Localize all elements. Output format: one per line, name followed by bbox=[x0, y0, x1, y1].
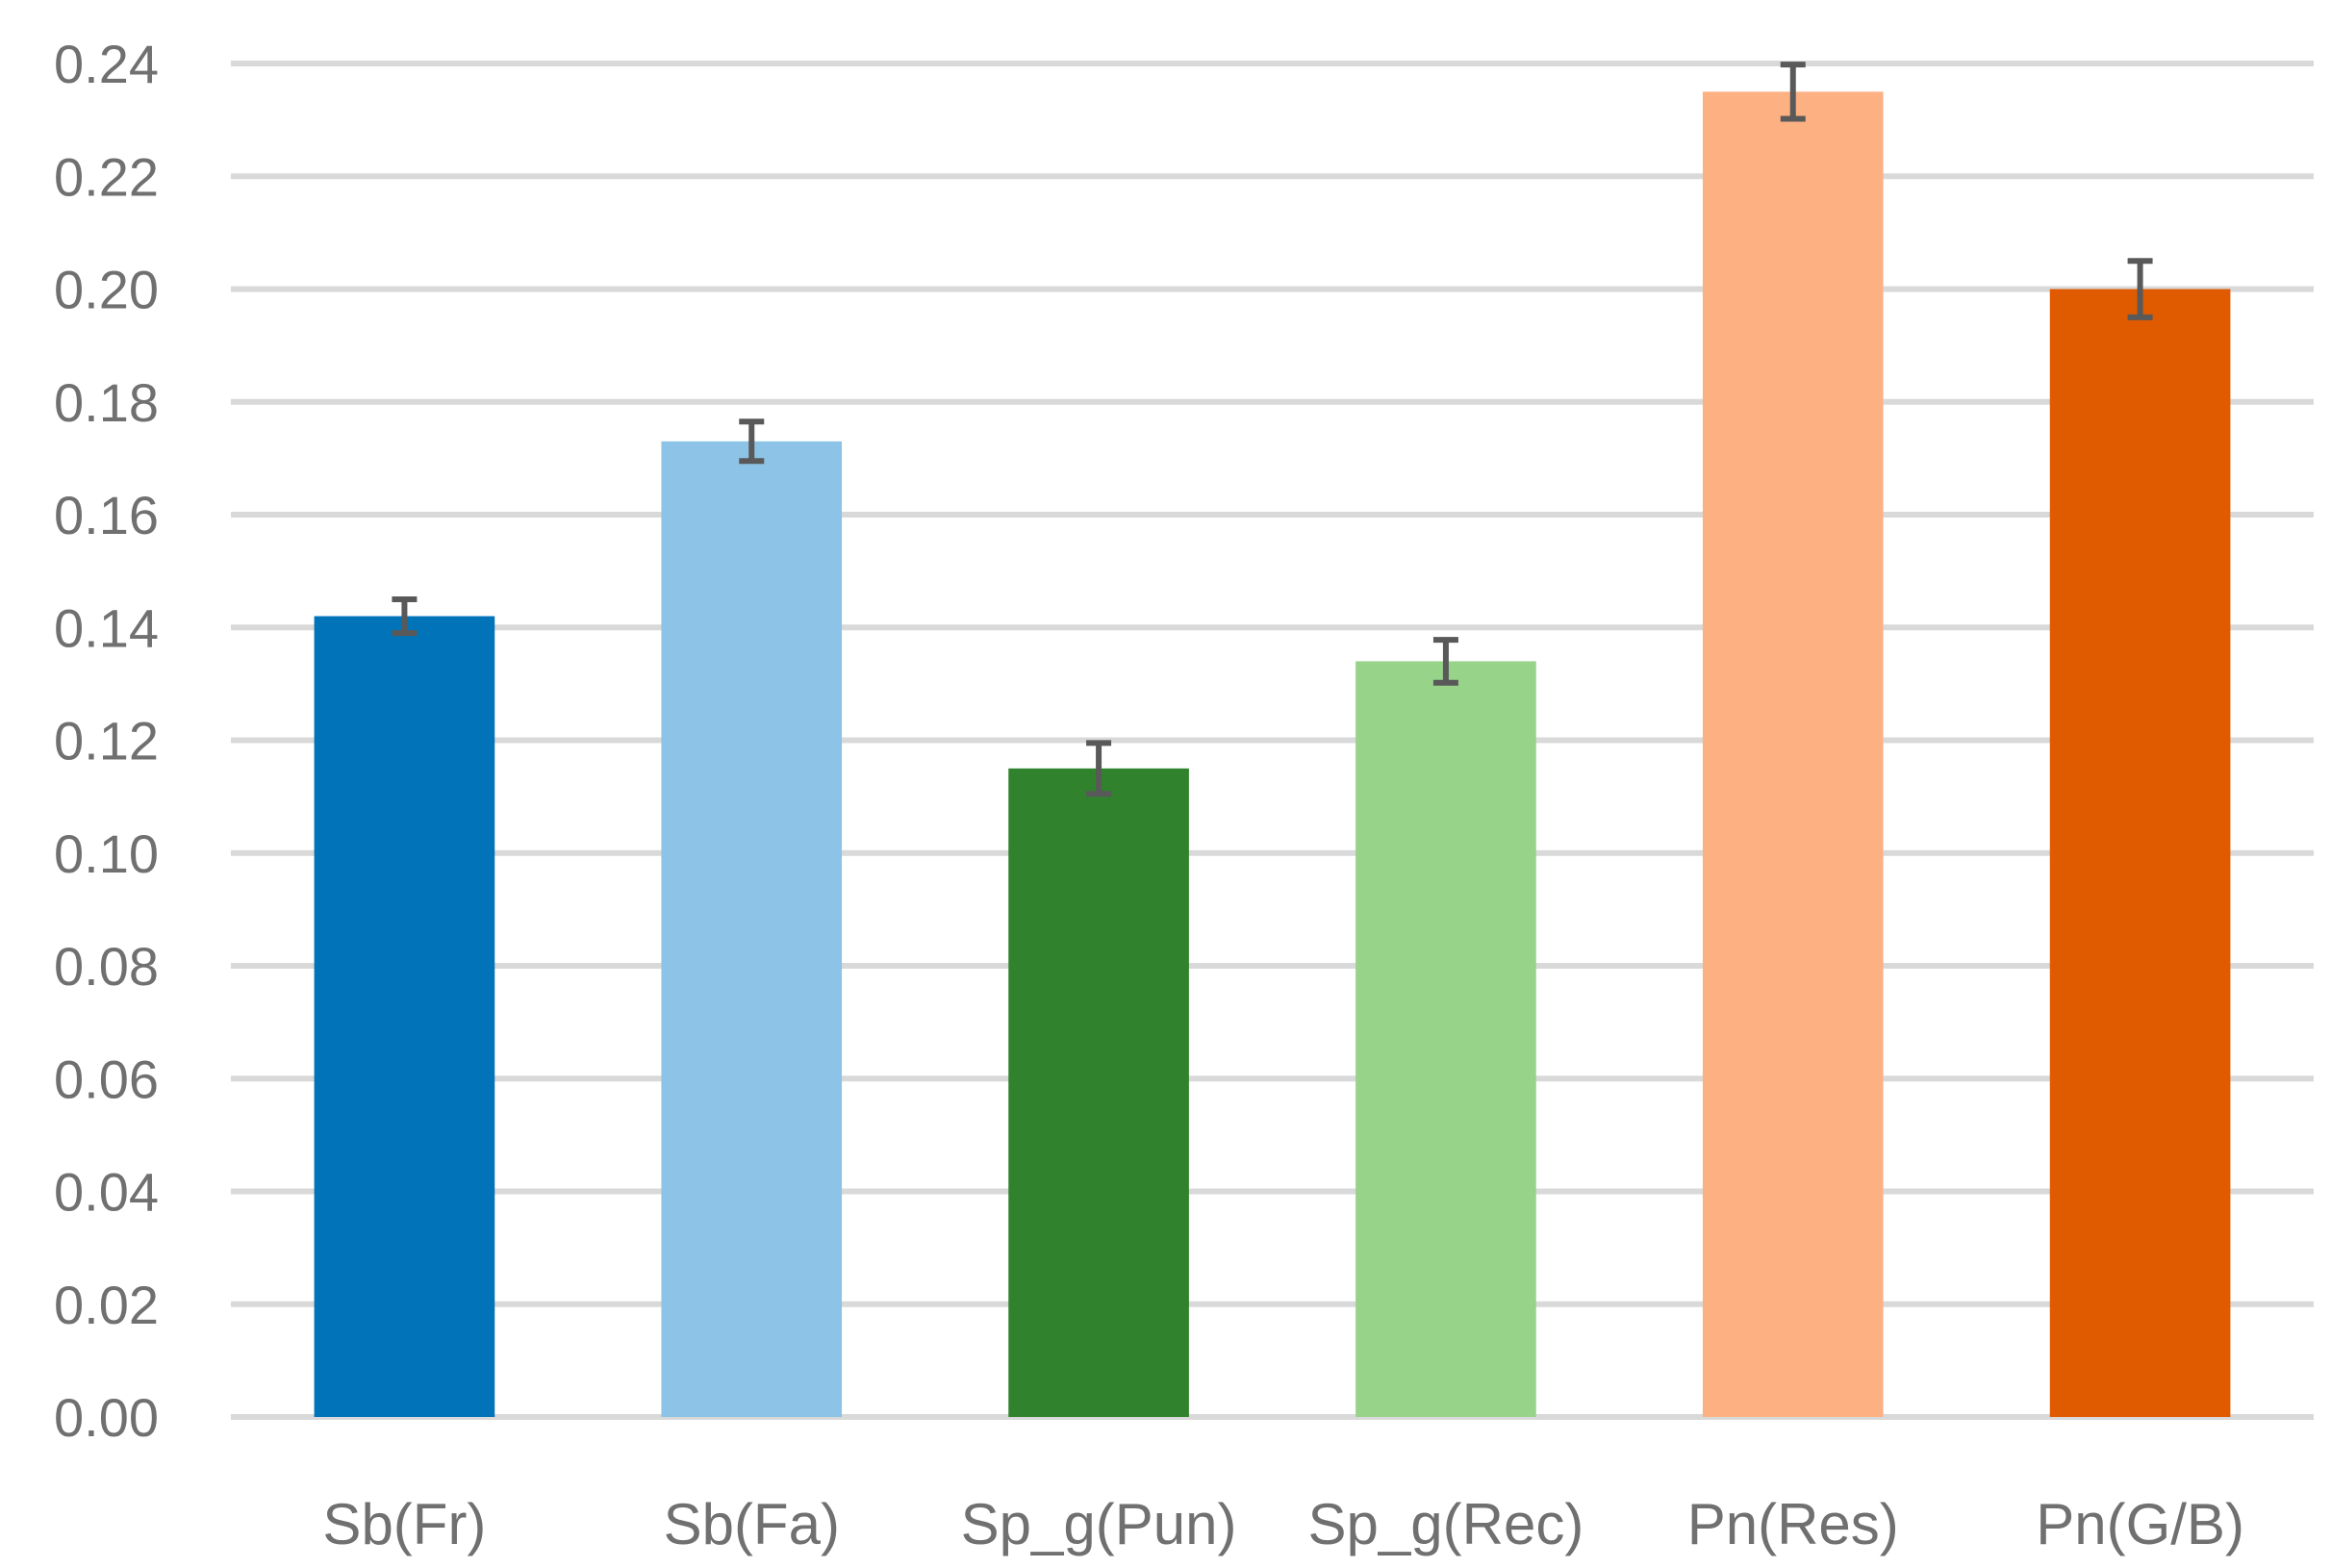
y-axis-tick-labels: 0.00 0.02 0.04 0.06 0.08 0.10 0.12 0.14 0.16 0.18… bbox=[54, 34, 159, 1448]
x-category-label: Pn(Res) bbox=[1687, 1492, 1899, 1556]
y-tick-label: 0.18 bbox=[54, 372, 159, 433]
y-tick-label: 0.12 bbox=[54, 711, 159, 771]
y-tick-label: 0.08 bbox=[54, 936, 159, 997]
error-bar bbox=[1432, 637, 1458, 686]
x-category-label: Sb(Fr) bbox=[322, 1492, 486, 1556]
y-tick-label: 0.16 bbox=[54, 485, 159, 545]
error-bar bbox=[392, 595, 418, 637]
x-category-label: Sp_g(Rec) bbox=[1308, 1492, 1584, 1556]
error-bar bbox=[1780, 62, 1806, 122]
y-tick-label: 0.06 bbox=[54, 1049, 159, 1109]
y-tick-label: 0.10 bbox=[54, 823, 159, 884]
y-tick-label: 0.24 bbox=[54, 34, 159, 94]
y-tick-label: 0.22 bbox=[54, 146, 159, 207]
error-bars bbox=[392, 62, 2153, 797]
bar bbox=[1702, 91, 1884, 1417]
y-tick-label: 0.04 bbox=[54, 1162, 159, 1223]
gridlines bbox=[231, 61, 2314, 1420]
bar bbox=[2049, 289, 2231, 1417]
error-bar bbox=[739, 418, 765, 465]
x-category-label: Pn(G/B) bbox=[2036, 1492, 2244, 1556]
error-bar bbox=[1086, 740, 1112, 797]
error-bar bbox=[2127, 258, 2153, 320]
x-axis-category-labels: Sb(Fr) Sb(Fa) Sp_g(Pun) Sp_g(Rec) Pn(Res) Pn(… bbox=[322, 1492, 2244, 1556]
x-category-label: Sp_g(Pun) bbox=[961, 1492, 1237, 1556]
y-tick-label: 0.20 bbox=[54, 260, 159, 320]
bar bbox=[314, 616, 495, 1417]
y-tick-label: 0.02 bbox=[54, 1275, 159, 1335]
x-category-label: Sb(Fa) bbox=[664, 1492, 840, 1556]
y-tick-label: 0.14 bbox=[54, 597, 159, 658]
bar bbox=[1356, 661, 1536, 1417]
bar bbox=[1008, 768, 1189, 1417]
bars bbox=[314, 91, 2231, 1418]
y-tick-label: 0.00 bbox=[54, 1387, 159, 1448]
bar bbox=[661, 441, 843, 1418]
